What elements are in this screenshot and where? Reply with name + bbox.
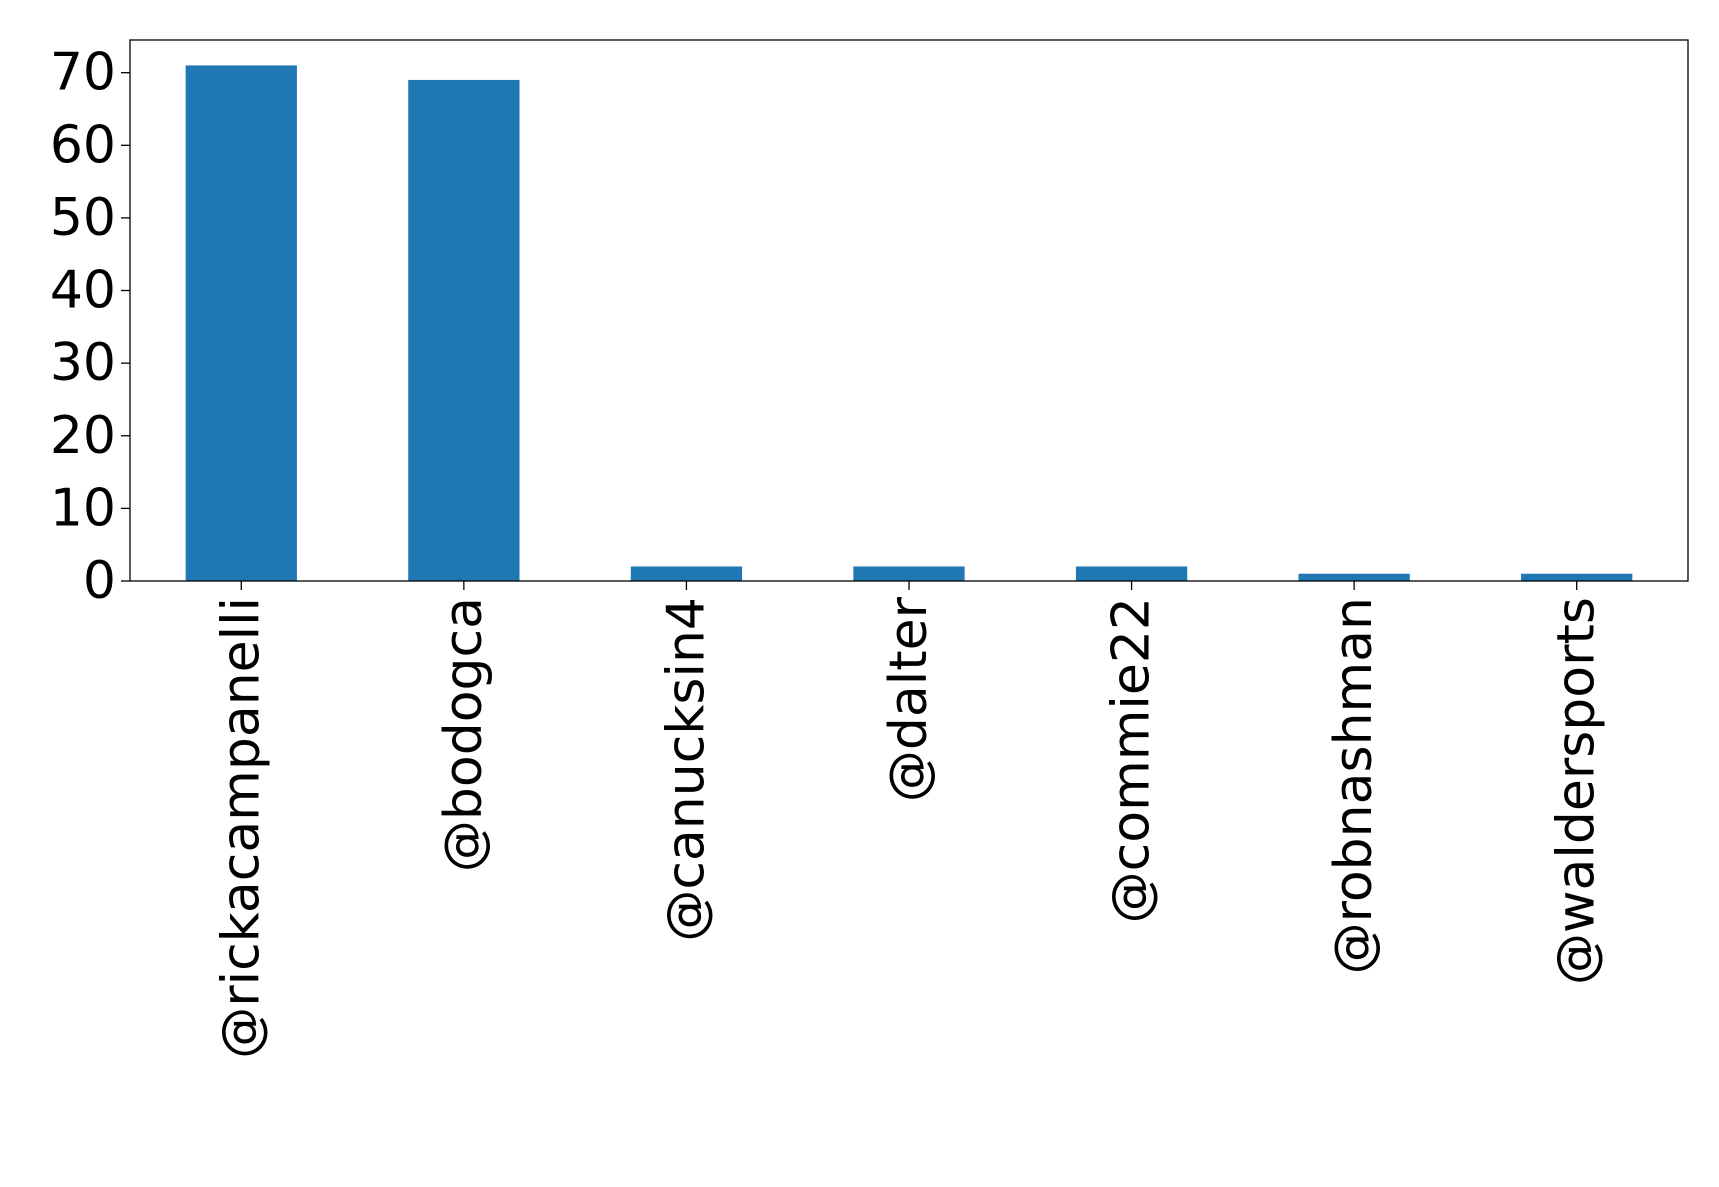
bar-canucksin4 xyxy=(630,566,743,581)
x-tick-label-canucksin4: @canucksin4 xyxy=(656,597,716,942)
x-tick-label-waldersports: @waldersports xyxy=(1547,597,1607,985)
y-tick-label: 40 xyxy=(50,261,116,321)
bars-group xyxy=(185,65,1633,581)
y-tick-label: 20 xyxy=(50,406,116,466)
y-tick-label: 30 xyxy=(50,333,116,393)
y-tick-label: 10 xyxy=(50,478,116,538)
x-tick-label-commie22: @commie22 xyxy=(1102,597,1162,923)
bar-robnashman xyxy=(1298,573,1410,581)
y-tick-label: 50 xyxy=(50,188,116,248)
y-tick-label: 70 xyxy=(50,43,116,103)
x-tick-label-bodogca: @bodogca xyxy=(434,597,494,872)
bar-rickacampanelli xyxy=(185,65,297,581)
y-tick-label: 0 xyxy=(83,551,116,611)
y-axis: 0 10 20 30 40 50 60 70 xyxy=(50,43,130,611)
x-tick-label-dalter: @dalter xyxy=(879,596,939,802)
x-tick-label-rickacampanelli: @rickacampanelli xyxy=(211,597,271,1059)
bar-waldersports xyxy=(1521,573,1633,581)
x-axis: @rickacampanelli @bodogca @canucksin4 @dalt… xyxy=(211,581,1607,1059)
bar-dalter xyxy=(853,566,965,581)
y-tick-label: 60 xyxy=(50,115,116,175)
x-tick-label-robnashman: @robnashman xyxy=(1324,597,1384,974)
bar-bodogca xyxy=(408,79,520,581)
bar-commie22 xyxy=(1075,566,1188,581)
plot-frame xyxy=(129,39,1689,582)
